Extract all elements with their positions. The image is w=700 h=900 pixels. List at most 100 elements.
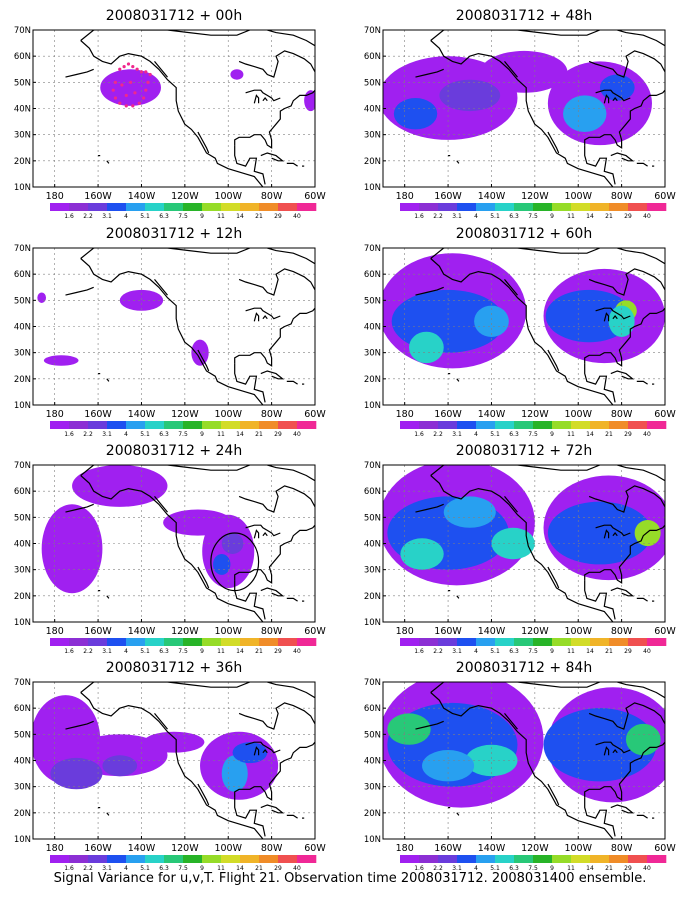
- colorbar-label: 21: [255, 648, 263, 655]
- colorbar-label: 6.3: [159, 865, 169, 872]
- coastline: [106, 378, 110, 382]
- observation-point: [113, 80, 118, 84]
- colorbar-swatch: [69, 421, 89, 429]
- y-tick-label: 40N: [364, 757, 381, 767]
- colorbar-swatch: [552, 421, 572, 429]
- map-panel: 2008031712 + 00h 10N 20N 30N 40N 50N 60N 70N 180…: [0, 6, 350, 224]
- x-tick-label: 140W: [478, 843, 506, 854]
- coastline: [603, 746, 610, 756]
- colorbar-label: 29: [624, 431, 632, 438]
- x-tick-label: 160W: [434, 409, 462, 420]
- x-tick-label: 100W: [214, 409, 242, 420]
- y-tick-label: 10N: [14, 835, 31, 845]
- variance-region: [213, 553, 231, 575]
- coastline: [154, 61, 168, 78]
- coastline: [430, 682, 601, 693]
- colorbar-swatch: [183, 421, 203, 429]
- y-tick-label: 40N: [364, 540, 381, 550]
- colorbar-label: 21: [255, 865, 263, 872]
- colorbar-label: 4: [474, 431, 478, 438]
- coastline: [588, 485, 665, 513]
- coastline: [154, 496, 168, 513]
- coastline: [504, 496, 518, 513]
- colorbar-label: 5.1: [490, 648, 500, 655]
- colorbar-label: 3.1: [452, 213, 462, 220]
- coastline: [154, 713, 168, 730]
- x-tick-label: 60W: [304, 409, 326, 420]
- colorbar-swatch: [590, 203, 610, 211]
- colorbar-label: 5.1: [490, 865, 500, 872]
- variance-region: [143, 731, 205, 753]
- colorbar-swatch: [202, 203, 222, 211]
- coastline: [547, 349, 560, 372]
- coastline: [245, 307, 281, 320]
- x-tick-label: 80W: [261, 626, 283, 637]
- coastline: [595, 524, 631, 537]
- colorbar-label: 4: [474, 213, 478, 220]
- y-tick-label: 70N: [14, 244, 31, 254]
- y-tick-label: 50N: [14, 78, 31, 88]
- colorbar-label: 9: [550, 431, 554, 438]
- observation-point: [137, 101, 141, 105]
- colorbar-label: 9: [200, 648, 204, 655]
- colorbar-swatch: [533, 421, 553, 429]
- map-chart: 10N 20N 30N 40N 50N 60N 70N 180 160W 140W 120W 100W…: [364, 678, 677, 872]
- x-tick-label: 120W: [521, 409, 549, 420]
- coastline: [610, 587, 635, 597]
- colorbar-swatch: [400, 421, 420, 429]
- colorbar-swatch: [628, 421, 648, 429]
- variance-region: [563, 95, 607, 133]
- colorbar-swatch: [438, 421, 458, 429]
- coastline: [430, 465, 601, 476]
- colorbar-swatch: [164, 638, 184, 646]
- colorbar-swatch: [419, 638, 439, 646]
- colorbar-swatch: [50, 855, 70, 863]
- y-tick-label: 10N: [14, 401, 31, 411]
- coastline: [584, 363, 616, 403]
- coastline: [595, 741, 631, 754]
- y-tick-label: 30N: [14, 349, 31, 359]
- colorbar-label: 14: [586, 648, 594, 655]
- y-tick-label: 10N: [364, 183, 381, 193]
- y-tick-label: 20N: [364, 375, 381, 385]
- colorbar-swatch: [164, 421, 184, 429]
- colorbar-swatch: [164, 203, 184, 211]
- y-tick-label: 50N: [364, 296, 381, 306]
- coastline: [245, 524, 281, 537]
- x-tick-label: 140W: [128, 191, 156, 202]
- coastline: [267, 248, 315, 265]
- coastline: [636, 162, 648, 167]
- colorbar-swatch: [495, 855, 515, 863]
- coastline: [603, 94, 610, 104]
- coastline: [253, 746, 260, 756]
- x-tick-label: 180: [396, 409, 414, 420]
- colorbar-swatch: [647, 421, 667, 429]
- coastline: [547, 566, 560, 589]
- colorbar-label: 2.2: [433, 213, 443, 220]
- colorbar-label: 14: [586, 865, 594, 872]
- x-tick-label: 180: [396, 191, 414, 202]
- y-tick-label: 10N: [14, 618, 31, 628]
- map-panel: 2008031712 + 12h 10N 20N 30N 40N 50N 60N 70N 180…: [0, 224, 350, 442]
- y-tick-label: 60N: [364, 487, 381, 497]
- coastline: [80, 258, 264, 405]
- colorbar-swatch: [552, 855, 572, 863]
- colorbar-label: 2.2: [83, 431, 93, 438]
- colorbar-swatch: [457, 421, 477, 429]
- colorbar-label: 40: [643, 431, 651, 438]
- variance-region: [439, 79, 501, 112]
- y-tick-label: 30N: [14, 566, 31, 576]
- x-tick-label: 120W: [171, 409, 199, 420]
- x-tick-label: 140W: [478, 409, 506, 420]
- map-chart: 10N 20N 30N 40N 50N 60N 70N 180 160W 140W 120W 100W…: [14, 26, 327, 220]
- x-tick-label: 80W: [611, 626, 633, 637]
- coastline: [260, 370, 285, 380]
- colorbar-swatch: [259, 638, 279, 646]
- colorbar-label: 9: [550, 865, 554, 872]
- colorbar-swatch: [107, 421, 127, 429]
- map-chart: 10N 20N 30N 40N 50N 60N 70N 180 160W 140W 120W 100W…: [364, 26, 677, 220]
- y-tick-label: 60N: [364, 270, 381, 280]
- map-chart: 10N 20N 30N 40N 50N 60N 70N 180 160W 140W 120W 100W…: [364, 244, 677, 438]
- x-tick-label: 180: [46, 409, 64, 420]
- coastline: [610, 804, 635, 814]
